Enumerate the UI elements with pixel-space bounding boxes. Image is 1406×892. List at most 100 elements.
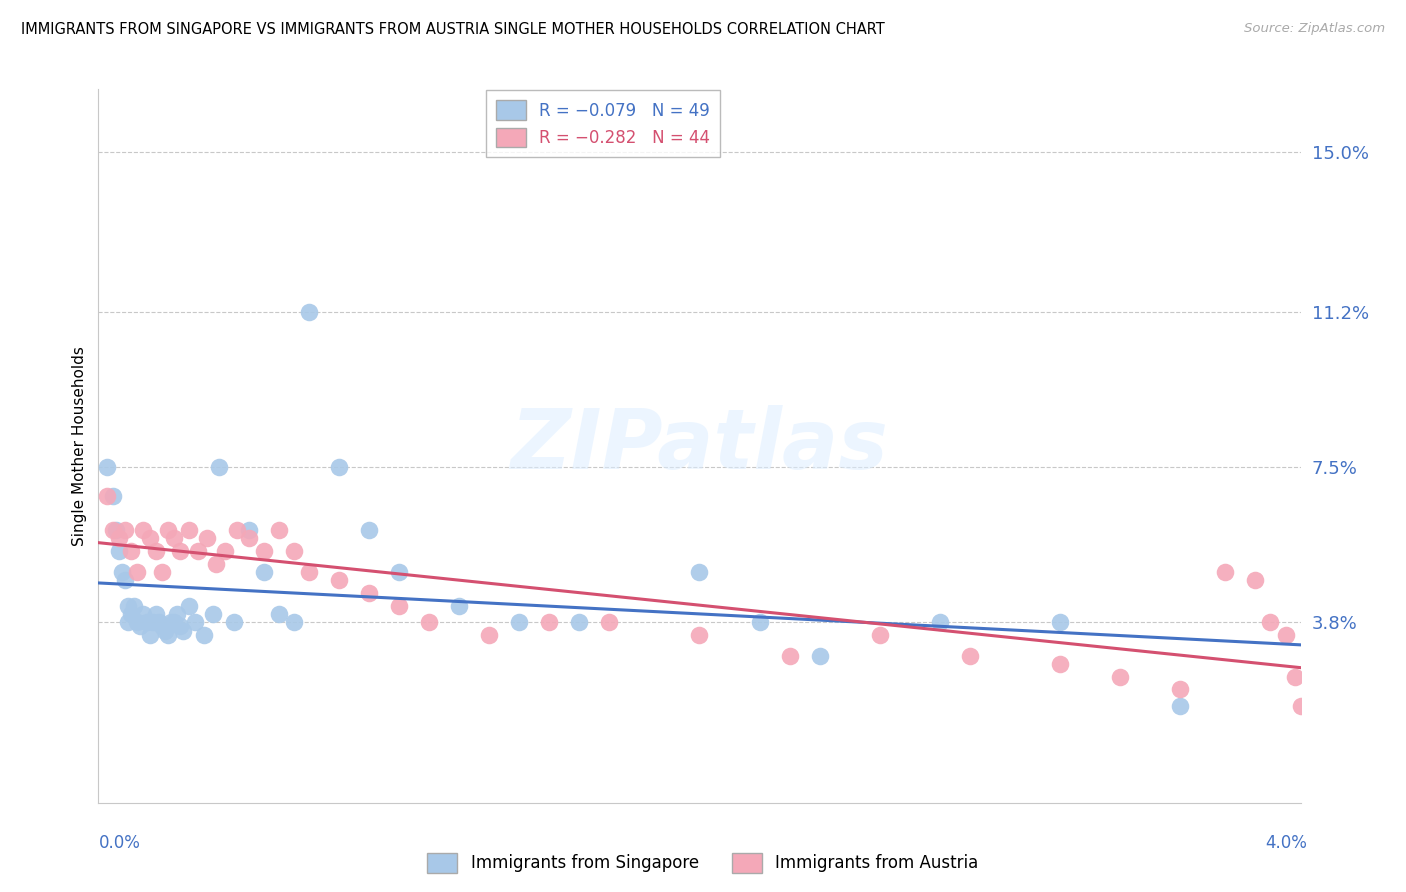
Point: [298, 565, 321, 579]
Point: [148, 615, 170, 630]
Point: [145, 544, 167, 558]
Point: [135, 615, 157, 630]
Legend: Immigrants from Singapore, Immigrants from Austria: Immigrants from Singapore, Immigrants fr…: [420, 847, 986, 880]
Point: [117, 615, 139, 630]
Point: [187, 544, 209, 558]
Point: [214, 544, 236, 558]
Point: [748, 615, 770, 630]
Point: [193, 628, 215, 642]
Legend: R = −0.079   N = 49, R = −0.282   N = 44: R = −0.079 N = 49, R = −0.282 N = 44: [486, 90, 720, 157]
Point: [869, 628, 891, 642]
Point: [159, 615, 181, 630]
Point: [141, 615, 163, 630]
Point: [166, 607, 188, 621]
Point: [150, 619, 173, 633]
Point: [283, 544, 305, 558]
Point: [1215, 565, 1237, 579]
Point: [121, 544, 143, 558]
Point: [108, 532, 131, 546]
Text: Source: ZipAtlas.com: Source: ZipAtlas.com: [1244, 22, 1385, 36]
Point: [808, 648, 831, 663]
Point: [103, 489, 125, 503]
Point: [96, 460, 118, 475]
Point: [388, 565, 411, 579]
Point: [162, 615, 184, 630]
Point: [1049, 615, 1071, 630]
Point: [138, 532, 160, 546]
Point: [357, 523, 380, 537]
Point: [689, 565, 711, 579]
Point: [169, 544, 191, 558]
Point: [132, 607, 155, 621]
Point: [127, 565, 149, 579]
Point: [129, 619, 152, 633]
Point: [114, 574, 136, 588]
Point: [283, 615, 305, 630]
Point: [201, 607, 224, 621]
Point: [111, 565, 134, 579]
Point: [117, 599, 139, 613]
Point: [121, 607, 143, 621]
Point: [1244, 574, 1267, 588]
Point: [267, 607, 290, 621]
Point: [172, 624, 194, 638]
Point: [1260, 615, 1282, 630]
Point: [169, 619, 191, 633]
Point: [328, 574, 350, 588]
Text: ZIPatlas: ZIPatlas: [510, 406, 889, 486]
Y-axis label: Single Mother Households: Single Mother Households: [72, 346, 87, 546]
Point: [928, 615, 950, 630]
Point: [225, 523, 247, 537]
Point: [108, 544, 131, 558]
Point: [103, 523, 125, 537]
Point: [153, 624, 176, 638]
Point: [183, 615, 205, 630]
Point: [208, 460, 231, 475]
Point: [238, 532, 260, 546]
Point: [96, 489, 118, 503]
Point: [253, 565, 276, 579]
Point: [177, 599, 200, 613]
Point: [598, 615, 620, 630]
Point: [1168, 682, 1191, 697]
Point: [478, 628, 501, 642]
Point: [195, 532, 218, 546]
Point: [132, 523, 155, 537]
Point: [138, 628, 160, 642]
Point: [959, 648, 981, 663]
Point: [105, 523, 128, 537]
Point: [150, 565, 173, 579]
Point: [204, 557, 226, 571]
Point: [127, 615, 149, 630]
Point: [388, 599, 411, 613]
Point: [253, 544, 276, 558]
Point: [145, 607, 167, 621]
Text: 4.0%: 4.0%: [1265, 834, 1308, 852]
Point: [1284, 670, 1306, 684]
Point: [114, 523, 136, 537]
Point: [568, 615, 591, 630]
Text: IMMIGRANTS FROM SINGAPORE VS IMMIGRANTS FROM AUSTRIA SINGLE MOTHER HOUSEHOLDS CO: IMMIGRANTS FROM SINGAPORE VS IMMIGRANTS …: [21, 22, 884, 37]
Point: [156, 628, 179, 642]
Point: [418, 615, 440, 630]
Point: [298, 304, 321, 318]
Point: [222, 615, 245, 630]
Point: [1274, 628, 1296, 642]
Text: 0.0%: 0.0%: [98, 834, 141, 852]
Point: [689, 628, 711, 642]
Point: [357, 586, 380, 600]
Point: [1109, 670, 1132, 684]
Point: [779, 648, 801, 663]
Point: [238, 523, 260, 537]
Point: [328, 460, 350, 475]
Point: [1289, 699, 1312, 714]
Point: [162, 532, 184, 546]
Point: [177, 523, 200, 537]
Point: [508, 615, 530, 630]
Point: [1168, 699, 1191, 714]
Point: [267, 523, 290, 537]
Point: [447, 599, 470, 613]
Point: [156, 523, 179, 537]
Point: [1049, 657, 1071, 672]
Point: [538, 615, 561, 630]
